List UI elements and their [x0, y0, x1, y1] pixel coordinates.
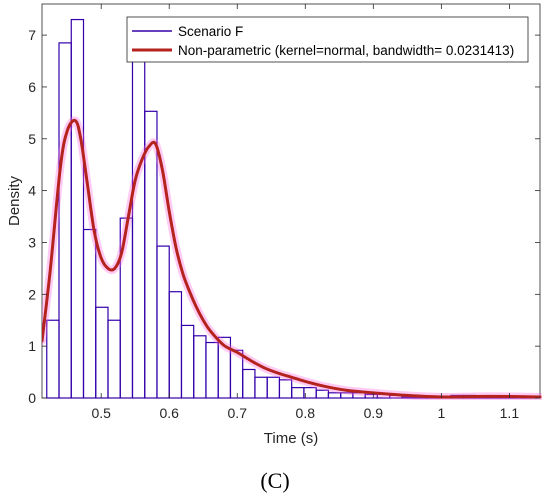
density-chart: 0.5 0.6 0.7 0.8 0.9 1 1.1 0 1 2 3 4 5 6 7 Time (s) Den… [6, 3, 542, 447]
plot-area [41, 3, 541, 399]
x-tick-label: 0.7 [228, 405, 248, 421]
y-tick-label: 1 [28, 338, 36, 354]
y-tick-label: 3 [28, 234, 36, 250]
x-axis-label: Time (s) [264, 430, 318, 447]
y-axis-label: Density [6, 175, 23, 226]
y-tick-label: 5 [28, 131, 36, 147]
x-tick-label: 0.8 [296, 405, 316, 421]
histogram-bar [70, 18, 85, 399]
legend-label-curve: Non-parametric (kernel=normal, bandwidth… [178, 43, 514, 58]
x-tick-label: 1.1 [500, 405, 520, 421]
legend-box [126, 16, 529, 63]
legend-label-histogram: Scenario F [178, 24, 243, 39]
y-tick-label: 6 [28, 79, 36, 95]
density-curve [42, 116, 542, 400]
y-tick-label: 4 [28, 183, 36, 199]
y-tick-label: 7 [28, 27, 36, 43]
x-tick-label: 0.6 [159, 405, 179, 421]
legend: Scenario F Non-parametric (kernel=normal… [126, 16, 529, 63]
density-curve-line [42, 118, 542, 399]
panel-label: (C) [260, 468, 290, 493]
axes: 0.5 0.6 0.7 0.8 0.9 1 1.1 0 1 2 3 4 5 6 7 [28, 4, 540, 421]
x-tick-label: 0.5 [91, 405, 111, 421]
y-tick-label: 0 [28, 390, 36, 406]
x-tick-label: 1 [437, 405, 445, 421]
y-tick-label: 2 [28, 286, 36, 302]
x-tick-label: 0.9 [364, 405, 384, 421]
